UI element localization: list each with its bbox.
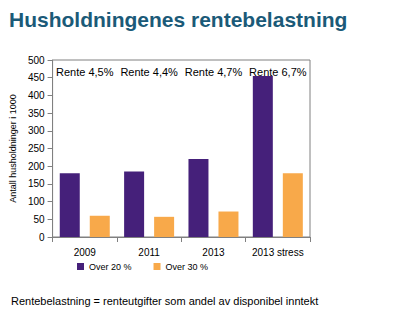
svg-text:Antall husholdninger i 1000: Antall husholdninger i 1000 (8, 94, 18, 203)
svg-text:350: 350 (28, 108, 45, 119)
svg-text:200: 200 (28, 161, 45, 172)
svg-text:2013: 2013 (202, 247, 225, 258)
svg-text:Over 30 %: Over 30 % (166, 262, 209, 272)
svg-text:50: 50 (33, 214, 45, 225)
svg-text:500: 500 (28, 55, 45, 66)
svg-text:150: 150 (28, 178, 45, 189)
svg-text:Rente 6,7%: Rente 6,7% (249, 66, 307, 78)
svg-text:300: 300 (28, 125, 45, 136)
svg-text:Rente 4,5%: Rente 4,5% (56, 66, 114, 78)
svg-text:250: 250 (28, 143, 45, 154)
svg-text:Rente 4,4%: Rente 4,4% (120, 66, 178, 78)
svg-text:450: 450 (28, 72, 45, 83)
svg-text:400: 400 (28, 90, 45, 101)
svg-text:2011: 2011 (138, 247, 160, 258)
svg-text:Rentebelastning = renteutgifte: Rentebelastning = renteutgifter som ande… (11, 295, 318, 307)
svg-text:100: 100 (28, 196, 45, 207)
svg-text:2013 stress: 2013 stress (252, 247, 304, 258)
svg-text:2009: 2009 (74, 247, 97, 258)
svg-text:Over 20 %: Over 20 % (89, 262, 132, 272)
svg-text:0: 0 (39, 232, 45, 243)
svg-text:Rente 4,7%: Rente 4,7% (185, 66, 243, 78)
svg-text:Husholdningenes rentebelastnin: Husholdningenes rentebelastning (9, 8, 347, 31)
